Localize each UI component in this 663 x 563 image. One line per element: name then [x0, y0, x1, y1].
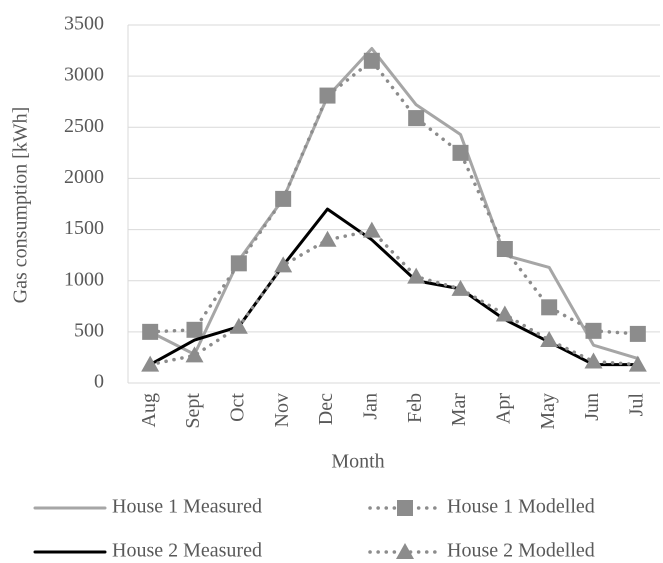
- data-marker: [407, 267, 426, 284]
- data-marker: [186, 321, 203, 338]
- y-tick-label: 3000: [64, 64, 104, 86]
- data-marker: [141, 355, 160, 372]
- x-tick-label: Feb: [404, 393, 426, 423]
- series-line: [148, 47, 640, 360]
- x-tick-label: Jan: [359, 393, 381, 420]
- x-tick-label: Nov: [271, 393, 293, 427]
- legend-label: House 1 Modelled: [447, 496, 595, 518]
- y-tick-label: 3500: [64, 13, 104, 35]
- data-marker: [185, 346, 204, 363]
- data-marker: [274, 256, 293, 273]
- y-tick-label: 2500: [64, 115, 104, 137]
- x-tick-label: Apr: [492, 393, 514, 424]
- y-tick-label: 1500: [64, 217, 104, 239]
- data-marker: [229, 317, 248, 334]
- y-axis-label: Gas consumption [kWh]: [10, 107, 32, 304]
- data-marker: [584, 352, 603, 369]
- data-marker: [318, 230, 337, 247]
- x-tick-label: Jun: [581, 393, 603, 421]
- data-marker: [230, 255, 247, 272]
- legend-label: House 2 Measured: [112, 540, 262, 562]
- y-tick-label: 1000: [64, 268, 104, 290]
- x-tick-label: Jul: [625, 393, 647, 417]
- data-marker: [451, 279, 470, 296]
- data-marker: [408, 110, 425, 127]
- data-marker: [541, 299, 558, 316]
- data-marker: [142, 323, 159, 340]
- x-tick-label: Dec: [315, 393, 337, 425]
- data-marker: [362, 221, 381, 238]
- data-marker: [496, 241, 513, 258]
- data-marker: [319, 87, 336, 104]
- data-marker: [628, 355, 647, 372]
- data-marker: [540, 331, 559, 348]
- y-tick-label: 0: [94, 371, 104, 393]
- legend-label: House 2 Modelled: [447, 540, 595, 562]
- data-marker: [363, 52, 380, 69]
- legend-label: House 1 Measured: [112, 496, 262, 518]
- legend-marker: [397, 500, 413, 516]
- x-tick-label: Mar: [448, 393, 470, 427]
- x-tick-label: May: [537, 393, 559, 430]
- data-marker: [629, 325, 646, 342]
- legend-marker: [396, 543, 414, 559]
- x-tick-label: Aug: [138, 393, 160, 427]
- data-marker: [495, 305, 514, 322]
- y-tick-label: 2000: [64, 166, 104, 188]
- x-tick-label: Sept: [182, 393, 204, 429]
- x-tick-label: Oct: [226, 393, 248, 422]
- y-tick-label: 500: [74, 319, 104, 341]
- data-marker: [275, 190, 292, 207]
- data-marker: [585, 322, 602, 339]
- data-marker: [452, 144, 469, 161]
- x-axis-label: Month: [331, 451, 384, 473]
